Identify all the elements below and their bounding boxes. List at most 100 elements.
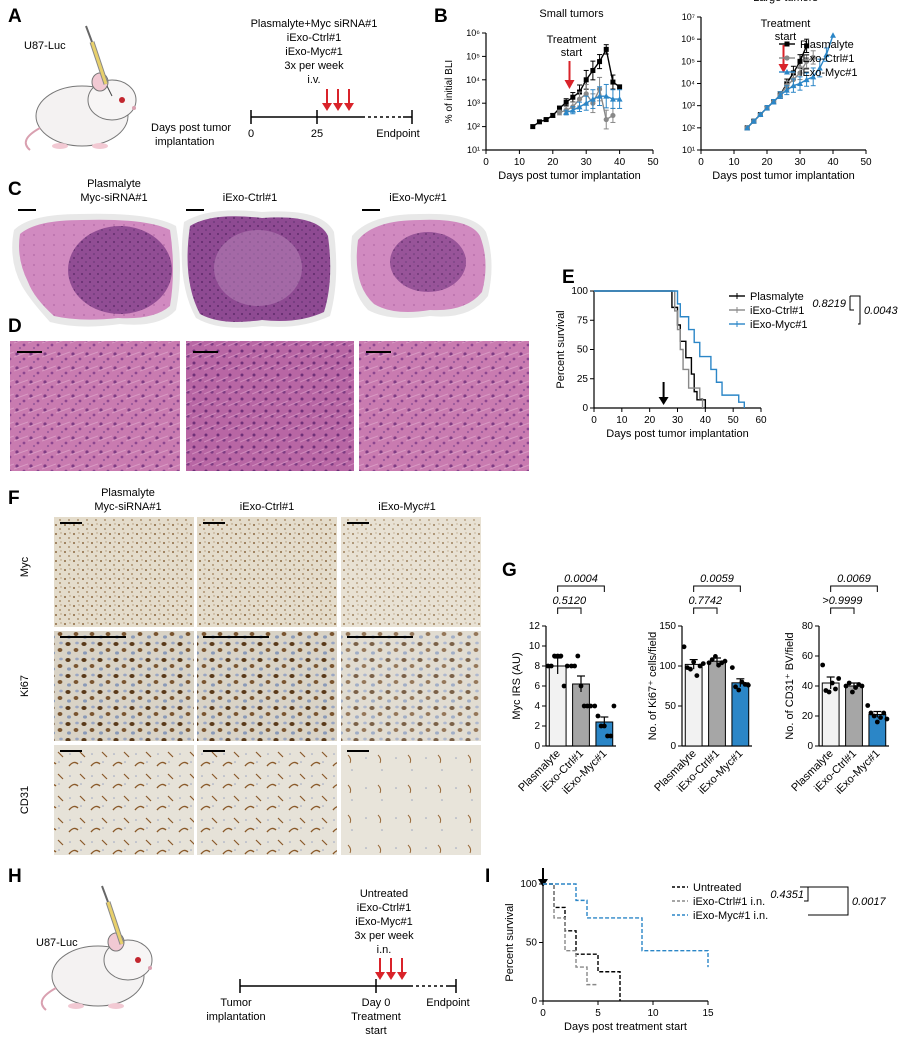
legend-label: iExo-Ctrl#1	[750, 305, 804, 317]
data-point	[556, 105, 562, 111]
y-tick-label: 20	[802, 711, 814, 722]
panel-a: U87-Luc Plasmalyte+Myc siRNA#1 iExo-Ctrl…	[24, 18, 420, 151]
annotation: start	[561, 47, 582, 59]
legend-label: iExo-Myc#1 i.n.	[693, 910, 768, 922]
dosing-arrows-h	[375, 958, 407, 980]
data-point	[846, 680, 852, 686]
timeline-h: Tumor implantation Day 0 Treatment start…	[206, 979, 470, 1037]
significance-bracket	[850, 295, 861, 325]
data-point	[783, 87, 790, 93]
significance-bracket	[830, 585, 878, 592]
ihc-cd31-myc	[341, 745, 481, 855]
svg-text:Endpoint: Endpoint	[376, 128, 419, 140]
he-image-myc	[359, 341, 529, 471]
p-value: 0.4351	[770, 889, 804, 901]
x-tick-label: 5	[595, 1008, 601, 1019]
he-image-plasmalyte	[10, 341, 180, 471]
svg-text:3x per week: 3x per week	[284, 60, 344, 72]
y-tick-label: 10³	[682, 101, 695, 111]
significance-bracket	[693, 607, 718, 614]
mouse-illustration	[40, 885, 153, 1011]
data-point	[884, 716, 890, 722]
f-title-3: iExo-Myc#1	[378, 501, 435, 513]
data-point	[797, 70, 803, 76]
x-tick-label: 50	[728, 415, 740, 426]
data-point	[616, 96, 623, 102]
ihc-cd31-plasmalyte	[54, 745, 194, 855]
data-point	[722, 658, 728, 664]
legend-label: Untreated	[693, 882, 741, 894]
data-point	[694, 673, 700, 678]
data-point	[569, 107, 576, 113]
data-point	[617, 84, 623, 90]
p-value: 0.7742	[689, 595, 723, 607]
y-tick-label: 0	[670, 741, 676, 752]
chart-b-small-tumors: 0 10 20 30 40 50 10¹ 10² 10³ 10⁴ 10⁵ 10⁶ Days post t…	[444, 8, 659, 182]
data-point	[611, 703, 617, 709]
x-tick-label: 30	[794, 157, 806, 168]
data-point	[843, 683, 849, 689]
treatment-arrow-head	[564, 80, 575, 89]
x-tick-label: 50	[647, 157, 659, 168]
svg-text:Untreated: Untreated	[360, 888, 408, 900]
legend-label: iExo-Ctrl#1	[800, 53, 854, 65]
data-point	[601, 723, 607, 729]
legend-marker	[784, 41, 790, 47]
data-point	[709, 657, 715, 662]
x-tick-label: 20	[761, 157, 773, 168]
p-value: 0.5120	[553, 595, 588, 607]
data-point	[576, 96, 583, 102]
p-value: 0.0069	[837, 573, 871, 585]
ihc-myc-ctrl	[197, 517, 337, 627]
bar-2	[731, 682, 750, 747]
significance-bracket	[830, 607, 855, 614]
y-tick-label: 10²	[682, 123, 695, 133]
data-point	[564, 663, 570, 669]
data-point	[833, 686, 838, 692]
data-point	[729, 665, 735, 670]
data-point	[688, 666, 693, 672]
data-point	[816, 65, 823, 71]
x-tick-label: 10	[647, 1008, 659, 1019]
data-point	[803, 76, 810, 83]
dosing-arrows-a	[322, 89, 354, 111]
data-point	[561, 683, 567, 689]
annotation: Treatment	[761, 18, 811, 30]
y-tick-label: 0	[807, 741, 813, 752]
svg-text:start: start	[365, 1025, 386, 1037]
svg-text:Tumor: Tumor	[220, 997, 252, 1009]
x-tick-label: 30	[672, 415, 684, 426]
svg-text:iExo-Ctrl#1: iExo-Ctrl#1	[357, 902, 411, 914]
y-axis-label: No. of CD31⁺ BV/field	[784, 632, 796, 739]
x-tick-label: 10	[616, 415, 628, 426]
ihc-cd31-ctrl	[197, 745, 337, 855]
treatment-arrow-head	[658, 397, 669, 405]
x-tick-label: 0	[540, 1008, 546, 1019]
p-value: >0.9999	[822, 595, 862, 607]
survival-curve-ctrl	[594, 290, 704, 408]
brain-section-myc	[350, 213, 492, 318]
significance-bracket	[800, 886, 809, 902]
y-tick-label: 50	[526, 938, 538, 949]
data-point	[575, 653, 581, 659]
y-tick-label: 10¹	[467, 145, 480, 155]
bar-0	[684, 663, 703, 747]
f-title-1b: Myc-siRNA#1	[94, 501, 161, 513]
x-axis-label: Days post tumor implantation	[606, 428, 748, 440]
y-tick-label: 10⁵	[681, 56, 695, 66]
y-tick-label: 0	[534, 741, 540, 752]
data-point	[744, 124, 751, 131]
brain-section-ctrl	[181, 210, 337, 328]
y-axis-label: No. of Ki67⁺ cells/field	[647, 632, 659, 741]
data-point	[603, 93, 610, 99]
data-point	[853, 685, 858, 690]
data-point	[589, 96, 596, 102]
f-title-1a: Plasmalyte	[101, 487, 155, 499]
legend-label: iExo-Ctrl#1 i.n.	[693, 896, 765, 908]
y-tick-label: 4	[534, 701, 540, 712]
svg-text:implantation: implantation	[155, 136, 214, 148]
x-tick-label: 40	[614, 157, 626, 168]
data-point	[572, 663, 577, 669]
